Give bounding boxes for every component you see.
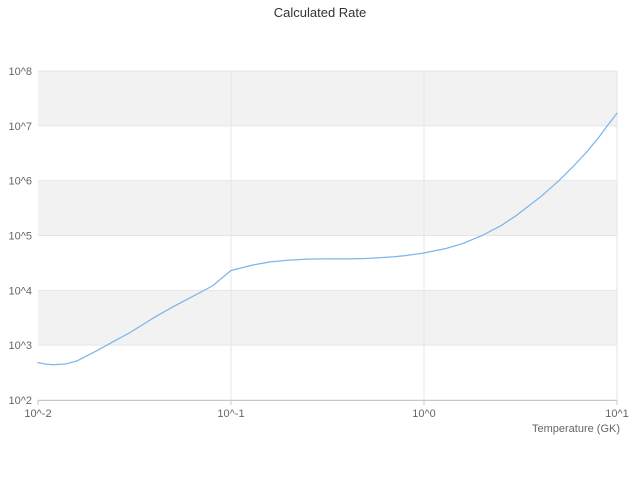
y-tick-label: 10^4 xyxy=(8,285,32,297)
x-tick-label: 10^0 xyxy=(412,408,436,420)
plot-bands xyxy=(38,71,617,346)
series-line xyxy=(37,112,618,366)
y-tick-label: 10^8 xyxy=(8,66,32,78)
y-tick-label: 10^2 xyxy=(8,395,32,407)
x-tick-label: 10^-2 xyxy=(24,408,51,420)
plot-band xyxy=(38,290,617,346)
series-path xyxy=(37,112,618,366)
y-tick-label: 10^6 xyxy=(8,176,32,188)
gridlines xyxy=(38,70,618,401)
plot-band xyxy=(38,71,617,126)
tick-labels: 10^2 10^3 10^4 10^5 10^6 10^7 10^8 10^-2 10^-1 10… xyxy=(8,66,628,420)
chart-title: Calculated Rate xyxy=(274,5,367,20)
y-tick-label: 10^5 xyxy=(8,231,32,243)
plot-band xyxy=(38,180,617,236)
axis-lines xyxy=(37,400,618,405)
x-tick-label: 10^-1 xyxy=(217,408,244,420)
x-axis-title: Temperature (GK) xyxy=(532,423,620,435)
y-tick-label: 10^7 xyxy=(8,121,32,133)
y-tick-label: 10^3 xyxy=(8,340,32,352)
x-tick-label: 10^1 xyxy=(605,408,629,420)
